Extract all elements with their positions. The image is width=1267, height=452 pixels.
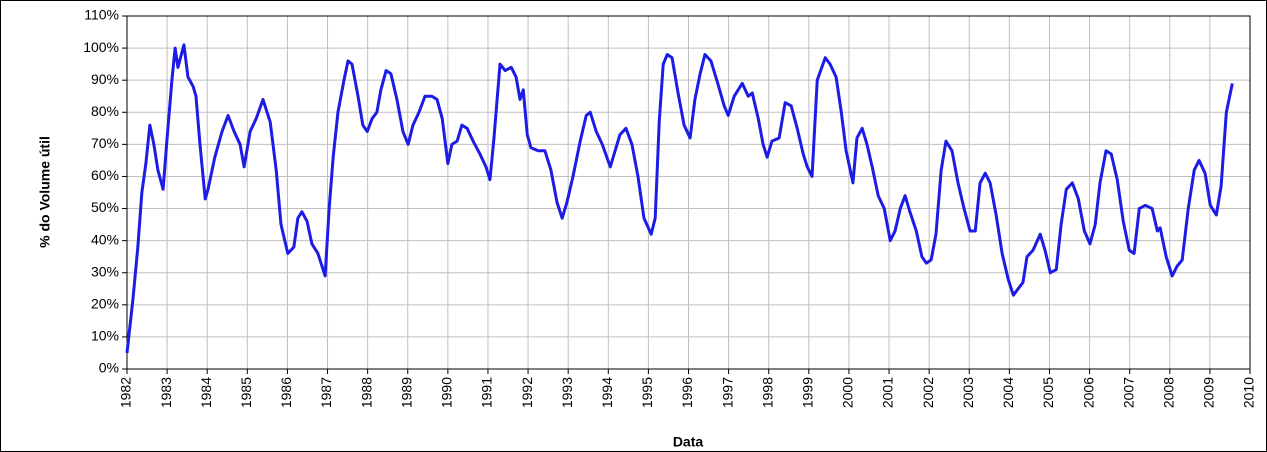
x-tick-label: 2009	[1201, 377, 1217, 408]
x-tick-label: 2008	[1160, 377, 1176, 408]
x-tick-label: 1985	[238, 377, 254, 408]
data-line	[125, 43, 1234, 354]
y-tick-label: 30%	[91, 263, 119, 279]
x-tick-label: 1988	[358, 377, 374, 408]
x-tick-label: 1996	[679, 377, 695, 408]
x-tick-label: 2004	[1000, 377, 1016, 408]
x-tick-label: 2010	[1241, 377, 1257, 408]
x-tick-label: 1983	[158, 377, 174, 408]
y-tick-label: 80%	[91, 103, 119, 119]
y-tick-label: 60%	[91, 167, 119, 183]
x-tick-label: 1997	[719, 377, 735, 408]
y-axis-title: % do Volume útil	[37, 136, 53, 248]
y-tick-label: 110%	[84, 7, 119, 23]
x-tick-label: 1987	[318, 377, 334, 408]
x-tick-label: 1990	[439, 377, 455, 408]
y-tick-label: 70%	[91, 135, 119, 151]
x-tick-label: 2002	[920, 377, 936, 408]
x-tick-label: 1982	[118, 377, 134, 408]
x-tick-label: 2005	[1040, 377, 1056, 408]
x-tick-label: 2003	[960, 377, 976, 408]
x-tick-label: 2007	[1120, 377, 1136, 408]
x-tick-label: 1992	[519, 377, 535, 408]
plot	[125, 43, 1234, 354]
y-tick-label: 40%	[91, 231, 119, 247]
y-tick-label: 100%	[83, 39, 119, 55]
y-tick-label: 0%	[99, 360, 119, 376]
x-tick-label: 1998	[759, 377, 775, 408]
y-tick-label: 20%	[91, 296, 119, 312]
x-axis-title: Data	[673, 434, 704, 450]
y-tick-label: 90%	[91, 71, 119, 87]
ticks: 0% 10% 20% 30% 40% 50% 60% 70% 80% 90% 100% 110% 198…	[83, 7, 1257, 408]
x-tick-label: 1984	[198, 377, 214, 408]
x-tick-label: 2001	[880, 377, 896, 408]
plot-border	[126, 15, 1251, 370]
x-tick-label: 1994	[599, 377, 615, 408]
x-tick-label: 1989	[398, 377, 414, 408]
y-tick-label: 10%	[91, 328, 119, 344]
x-tick-label: 1993	[559, 377, 575, 408]
x-tick-label: 1991	[479, 377, 495, 408]
x-tick-label: 1999	[800, 377, 816, 408]
y-tick-label: 50%	[91, 199, 119, 215]
x-tick-label: 1995	[639, 377, 655, 408]
x-tick-label: 2000	[840, 377, 856, 408]
x-tick-label: 1986	[278, 377, 294, 408]
x-tick-label: 2006	[1080, 377, 1096, 408]
